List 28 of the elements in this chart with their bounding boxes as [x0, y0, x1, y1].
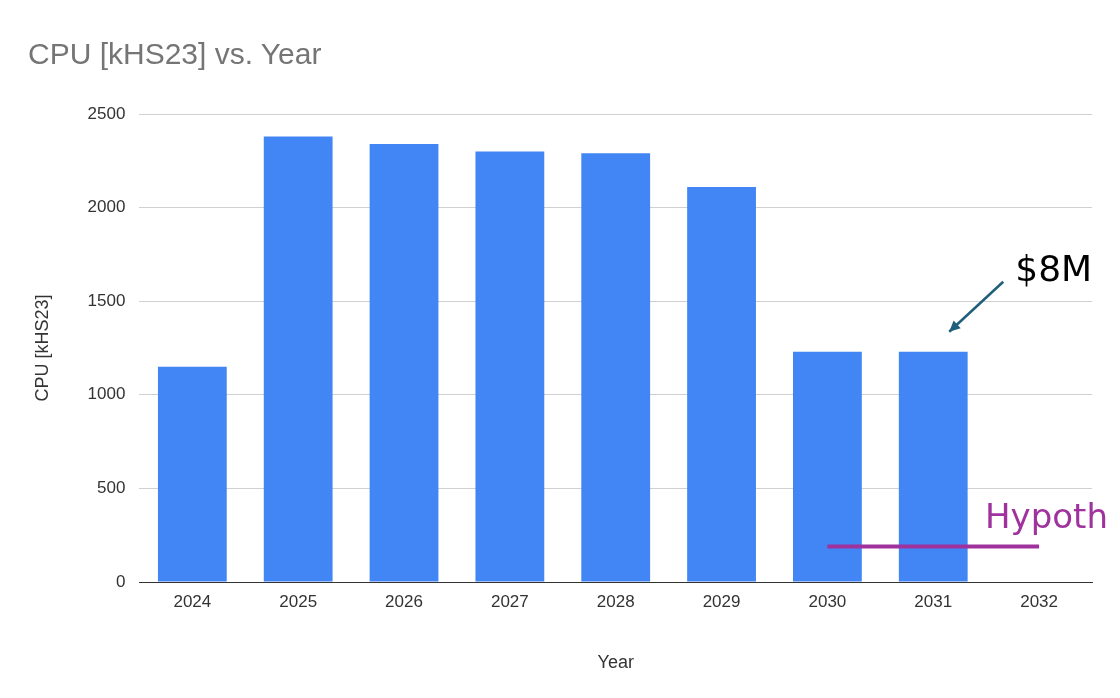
bar [157, 366, 227, 582]
bar [475, 151, 545, 582]
bar [687, 187, 756, 582]
series-label: Hypoth [985, 496, 1108, 537]
x-axis-title: Year [597, 652, 634, 673]
y-tick-label: 2000 [87, 197, 126, 217]
x-tick-label: 2031 [914, 591, 953, 611]
bar [369, 143, 439, 582]
chart-title: CPU [kHS23] vs. Year [28, 37, 322, 71]
x-tick-label: 2030 [808, 591, 847, 611]
x-tick-label: 2027 [490, 591, 529, 611]
y-tick-label: 0 [115, 571, 126, 591]
annotation: $8M [1015, 248, 1093, 290]
x-tick-label: 2032 [1020, 591, 1058, 611]
x-tick-label: 2024 [173, 591, 212, 611]
bar [793, 351, 862, 582]
x-tick-label: 2029 [702, 591, 741, 611]
bar [263, 136, 333, 582]
bar [581, 153, 651, 582]
y-tick-label: 1500 [87, 290, 126, 310]
bar [898, 351, 968, 582]
y-axis-title: CPU [kHS23] [31, 294, 52, 402]
y-tick-label: 2500 [87, 103, 126, 123]
x-tick-label: 2025 [279, 591, 318, 611]
y-tick-label: 500 [97, 478, 126, 498]
x-tick-label: 2028 [596, 591, 635, 611]
x-tick-label: 2026 [385, 591, 423, 611]
y-tick-label: 1000 [87, 384, 126, 404]
